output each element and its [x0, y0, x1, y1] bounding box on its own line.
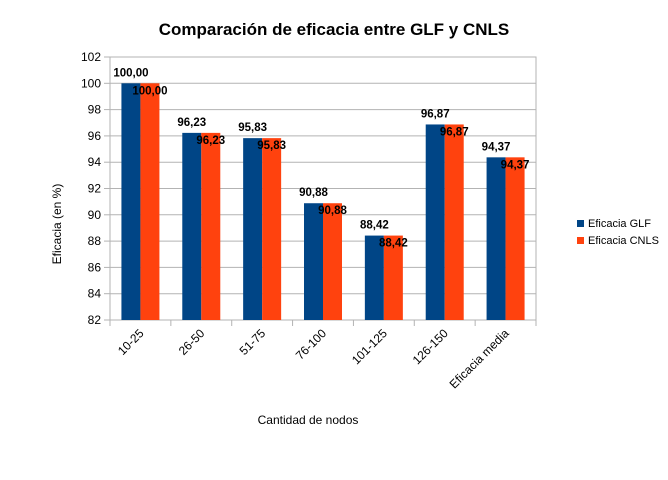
bar-glf [364, 235, 384, 320]
bar-glf [182, 132, 202, 320]
legend-label: Eficacia CNLS [588, 235, 659, 247]
data-labels: 100,00 100,00 96,23 96,23 95,83 95,83 90,88 90,… [113, 67, 529, 249]
bar-cnls [444, 124, 464, 320]
data-label-cnls: 96,87 [440, 126, 469, 138]
y-axis-label: Eficacia (en %) [50, 184, 64, 265]
bars [121, 83, 525, 320]
data-label-glf: 88,42 [360, 220, 389, 232]
legend-label: Eficacia GLF [588, 218, 651, 230]
bar-glf [486, 157, 506, 320]
y-tick-label: 90 [88, 208, 102, 222]
bar-cnls [383, 235, 403, 320]
bar-cnls [323, 203, 342, 320]
y-tick-label: 98 [88, 103, 102, 117]
y-tick-label: 88 [88, 234, 102, 248]
data-label-glf: 95,83 [238, 122, 267, 134]
legend: Eficacia GLF Eficacia CNLS [577, 218, 659, 247]
y-tick-label: 92 [88, 182, 102, 196]
x-axis-label: Cantidad de nodos [258, 413, 359, 427]
data-label-cnls: 88,42 [379, 238, 408, 250]
data-label-cnls: 100,00 [132, 85, 167, 97]
x-tick-label: 26-50 [176, 326, 208, 358]
data-label-glf: 100,00 [113, 67, 148, 79]
x-tick-label: 51-75 [237, 326, 269, 358]
y-tick-label: 82 [88, 313, 102, 327]
x-tick-label: 101-125 [349, 326, 390, 367]
x-axis: 10-25 26-50 51-75 76-100 101-125 126-150Efica… [109, 320, 537, 391]
y-tick-label: 96 [88, 129, 102, 143]
y-tick-label: 86 [88, 260, 102, 274]
bar-cnls [201, 132, 221, 320]
legend-swatch [577, 237, 584, 244]
chart-title: Comparación de eficacia entre GLF y CNLS [159, 20, 509, 39]
x-tick-label: 76-100 [293, 326, 330, 363]
data-label-cnls: 94,37 [501, 159, 530, 171]
y-tick-label: 94 [88, 155, 102, 169]
y-tick-label: 84 [88, 287, 102, 301]
data-label-cnls: 95,83 [257, 140, 286, 152]
y-axis: 82 84 86 88 90 92 94 96 98 100 102 [81, 50, 110, 327]
bar-glf [121, 83, 141, 320]
bar-cnls [505, 157, 525, 320]
legend-swatch [577, 220, 584, 227]
bar-glf [243, 138, 263, 320]
x-tick-label: 10-25 [115, 326, 147, 358]
y-tick-label: 100 [81, 76, 101, 90]
data-label-glf: 96,23 [177, 117, 206, 129]
x-tick-label: Eficacia media [447, 326, 512, 391]
bar-cnls [262, 138, 282, 320]
y-tick-label: 102 [81, 50, 101, 64]
bar-glf [425, 124, 445, 320]
data-label-glf: 94,37 [482, 141, 511, 153]
data-label-glf: 90,88 [299, 187, 328, 199]
data-label-cnls: 90,88 [318, 205, 347, 217]
data-label-cnls: 96,23 [196, 135, 225, 147]
bar-cnls [140, 83, 160, 320]
bar-glf [304, 203, 323, 320]
x-tick-label: 126-150 [410, 326, 451, 367]
data-label-glf: 96,87 [421, 108, 450, 120]
